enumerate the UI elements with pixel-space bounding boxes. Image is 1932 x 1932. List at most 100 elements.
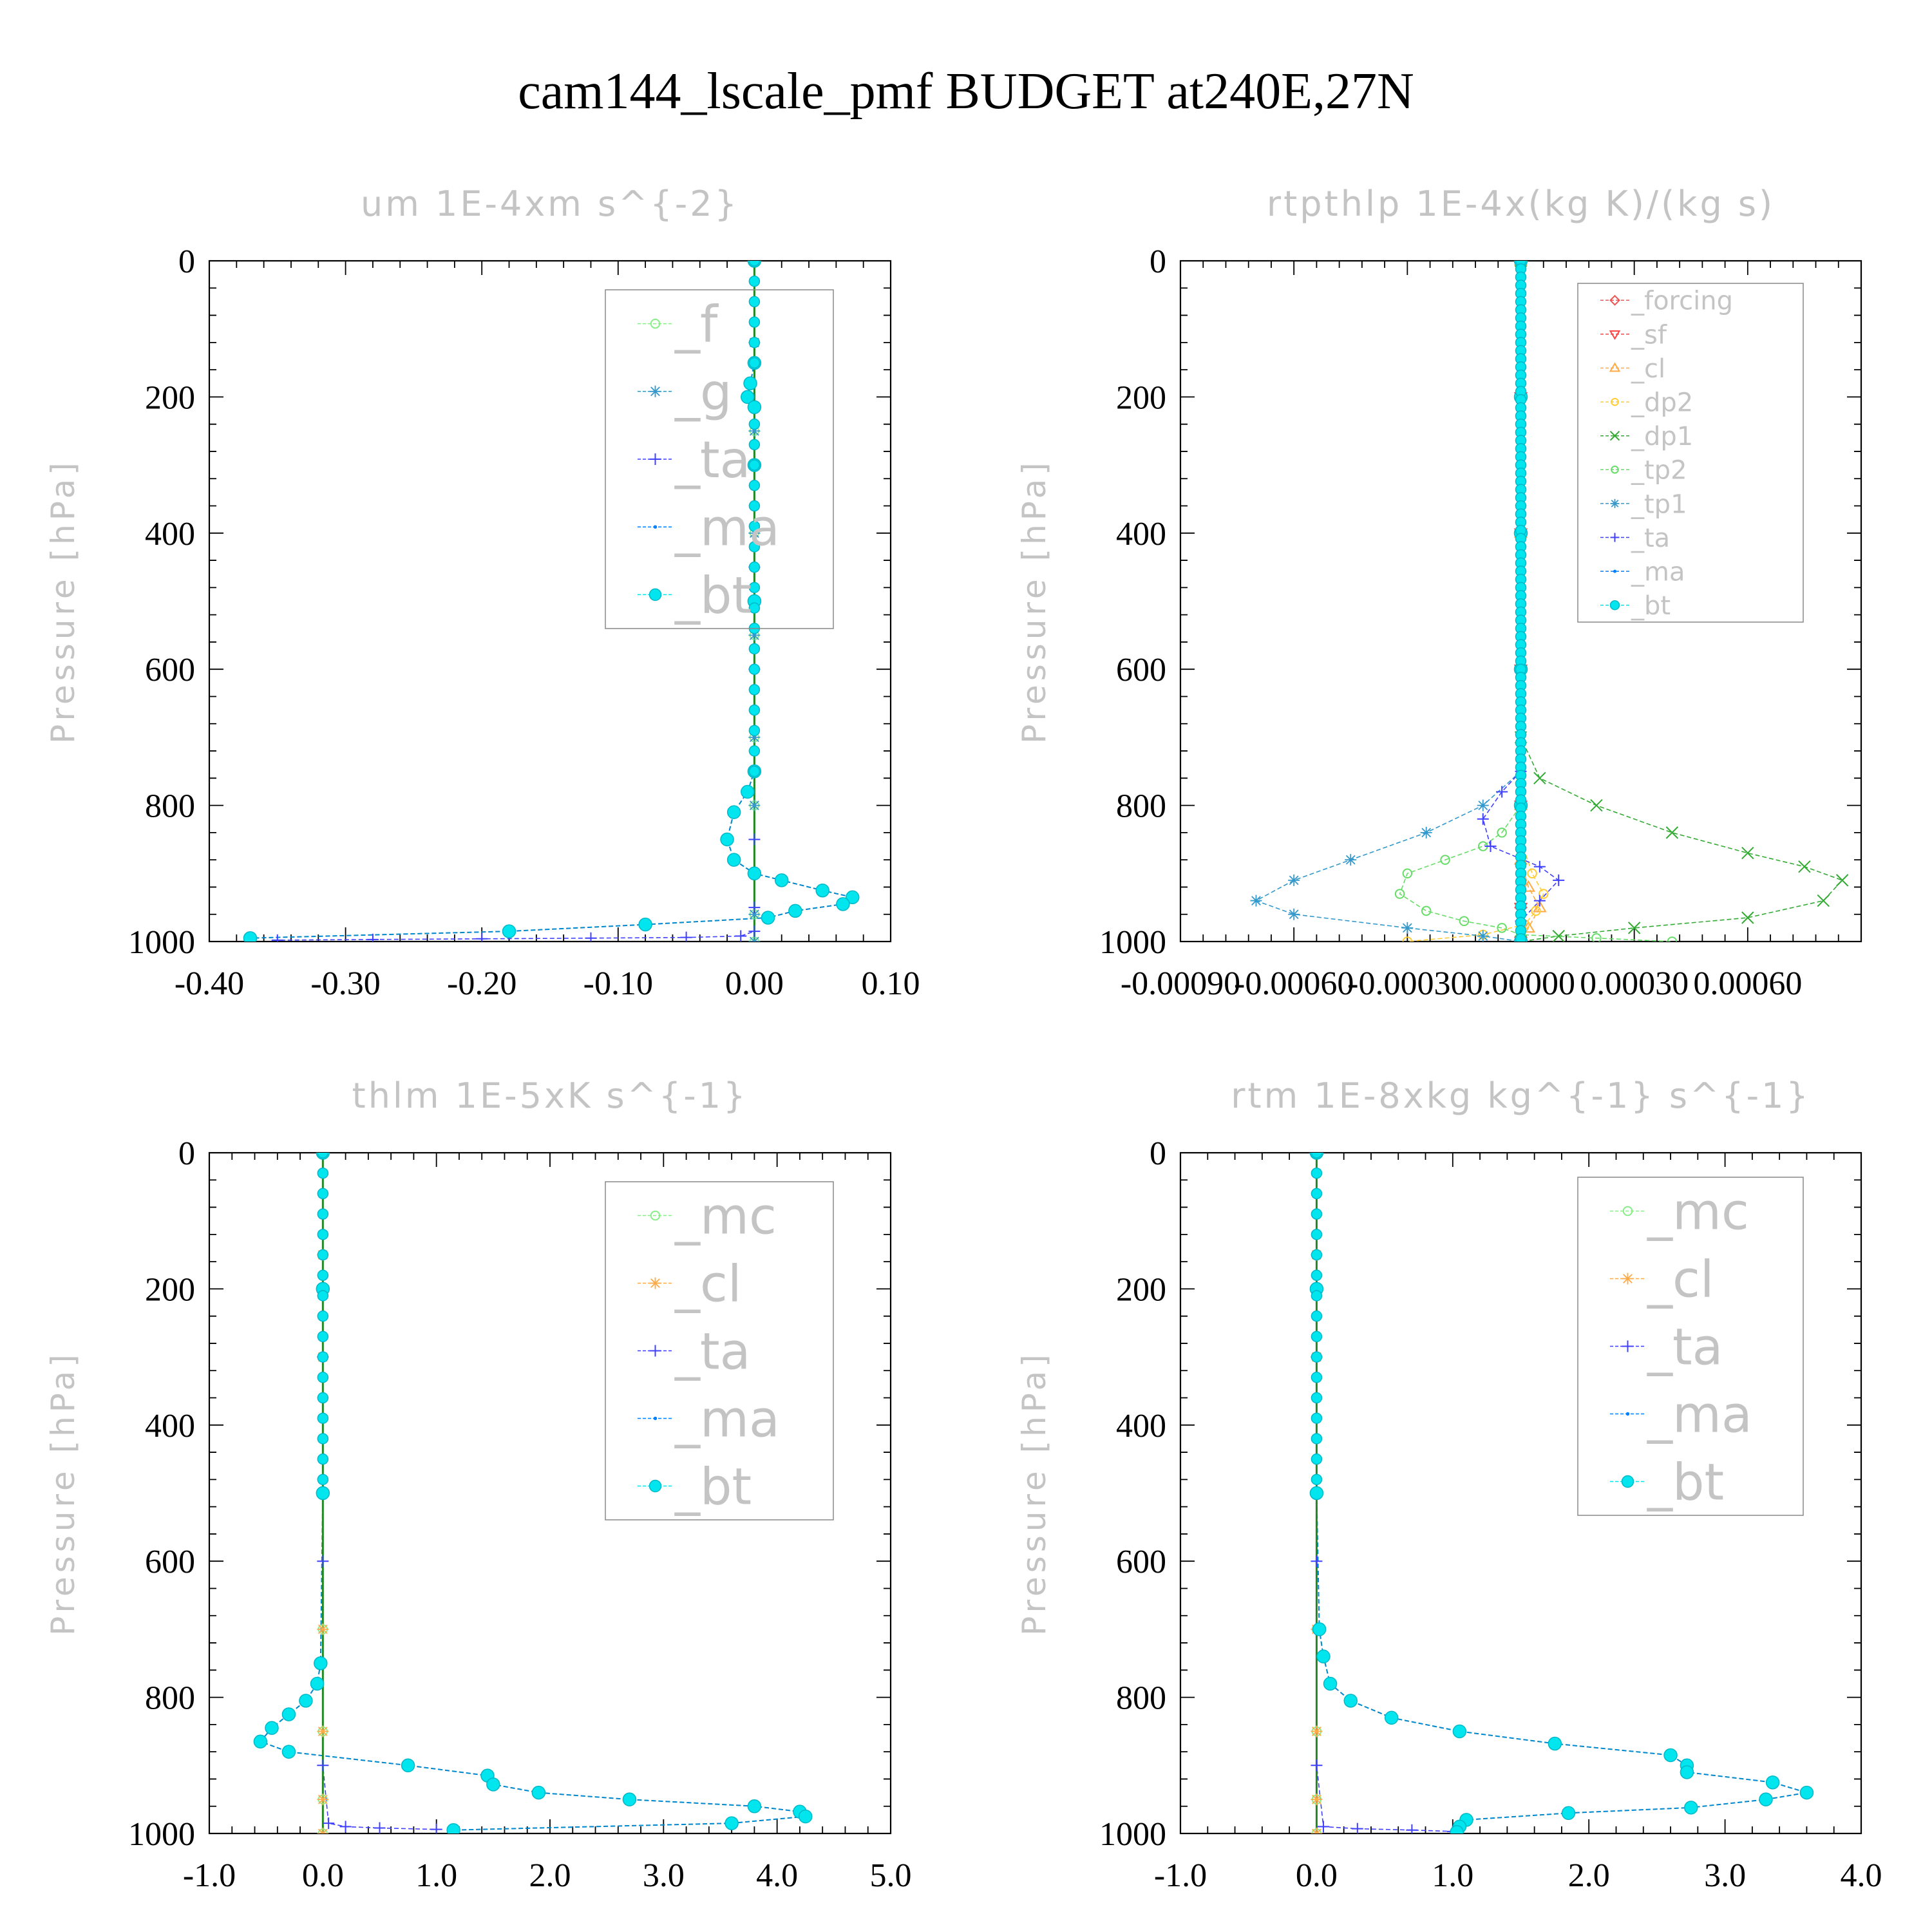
x-tick-label: 0.00 (725, 965, 784, 1002)
data-point-bt (799, 1809, 813, 1824)
x-tick-label: -0.20 (447, 965, 516, 1002)
series-line-ta (1316, 1153, 1453, 1832)
legend-marker-bt (1621, 1475, 1634, 1488)
legend-label: _bt (674, 1459, 752, 1517)
legend-label: _f (674, 296, 719, 354)
data-point-bt (748, 418, 761, 430)
legend-label: _forcing (1631, 287, 1733, 316)
legend-label: _ma (674, 499, 780, 557)
data-point-bt (747, 1799, 762, 1814)
x-tick-label: -1.0 (183, 1857, 236, 1894)
data-point-bt (1384, 1710, 1399, 1725)
y-tick-label: 400 (145, 1408, 195, 1444)
data-point-cl (317, 1623, 329, 1635)
legend-marker-ta (1622, 1340, 1634, 1352)
data-point-bt (317, 1229, 329, 1240)
plot-frame (208, 1151, 892, 1835)
data-point-bt (1311, 1453, 1323, 1465)
y-tick-label: 600 (145, 1544, 195, 1580)
data-point-ta (748, 925, 761, 938)
data-point-bt (748, 337, 761, 348)
y-tick-label: 800 (1116, 788, 1166, 825)
data-point-cl (1311, 1828, 1323, 1833)
x-tick-label: 5.0 (870, 1857, 912, 1894)
data-point-tp1 (1477, 799, 1489, 811)
data-point-bt (748, 766, 761, 777)
legend-box (605, 289, 834, 629)
data-point-bt (486, 1777, 500, 1792)
data-point-ta (1317, 1821, 1329, 1833)
x-tick-label: 2.0 (1568, 1857, 1610, 1894)
series-line-dp2 (1407, 261, 1544, 942)
data-point-bt (531, 1785, 546, 1800)
data-point-bt (317, 1473, 329, 1486)
x-tick-label: -0.00090 (1121, 965, 1240, 1002)
x-tick-label: 2.0 (529, 1857, 571, 1894)
data-point-ta (317, 1555, 329, 1567)
data-point-bt (1311, 1229, 1323, 1240)
data-point-bt (1311, 1290, 1323, 1302)
legend-label: _mc (674, 1188, 777, 1246)
data-point-bt (741, 390, 755, 404)
data-point-tp2 (1394, 889, 1405, 899)
legend-label: _ta (1647, 1319, 1723, 1377)
y-tick-label: 0 (1150, 243, 1166, 280)
plot-area (243, 261, 860, 942)
data-point-bt (1309, 1486, 1324, 1501)
data-point-bt (1311, 1433, 1323, 1444)
data-point-bt (317, 1167, 329, 1179)
legend-label: _ta (674, 1323, 750, 1381)
y-tick-label: 800 (1116, 1680, 1166, 1717)
legend-marker-dp2 (1611, 397, 1619, 406)
data-point-cl (1521, 880, 1535, 892)
data-point-bt (299, 1694, 313, 1708)
data-point-bt (317, 1331, 329, 1343)
legend-marker-cl (1622, 1273, 1634, 1285)
legend-label: _bt (674, 567, 752, 625)
data-point-tp1 (1477, 930, 1489, 942)
data-point-bt (1311, 1473, 1323, 1486)
x-tick-label: 0.00030 (1580, 965, 1689, 1002)
data-point-ta (1311, 1555, 1323, 1567)
y-tick-label: 800 (145, 788, 195, 825)
data-point-bt (726, 853, 741, 867)
data-point-bt (317, 1412, 329, 1424)
data-point-bt (720, 832, 734, 847)
data-point-bt (317, 1153, 329, 1159)
data-point-bt (761, 911, 775, 925)
x-tick-label: 0.0 (1296, 1857, 1338, 1894)
legend-marker-ta (649, 453, 661, 465)
data-point-bt (747, 400, 762, 415)
data-point-bt (748, 296, 761, 308)
data-point-bt (748, 541, 761, 553)
data-point-bt (1311, 1331, 1323, 1343)
data-point-bt (748, 520, 761, 532)
data-point-bt (1799, 1785, 1814, 1800)
data-point-bt (748, 602, 761, 614)
data-point-ta (323, 1817, 335, 1830)
data-point-dp1 (1590, 799, 1603, 812)
data-point-ta (748, 902, 761, 914)
y-tick-label: 0 (178, 243, 195, 280)
x-tick-label: 3.0 (1704, 1857, 1746, 1894)
data-point-bt (1312, 1622, 1327, 1636)
data-point-bt (317, 1188, 329, 1200)
series-line-ma (250, 261, 854, 939)
data-point-bt (748, 316, 761, 328)
legend-label: _g (674, 364, 732, 422)
data-point-g (748, 629, 761, 641)
legend-marker-ta (1610, 533, 1620, 542)
series-line-dp1 (1520, 261, 1844, 942)
data-point-bt (1311, 1392, 1323, 1404)
data-point-bt (1684, 1801, 1698, 1815)
y-tick-label: 200 (145, 379, 195, 416)
legend-label: _cl (1631, 354, 1665, 384)
y-tick-label: 1000 (128, 924, 195, 961)
data-point-bt (1311, 1310, 1323, 1322)
data-point-bt (1311, 1167, 1323, 1179)
panel-3: thlm 1E-5xK s^{-1} Pressure [hPa] 0 200 400 6… (44, 1075, 912, 1894)
data-point-bt (748, 561, 761, 573)
data-point-tp2 (1459, 916, 1470, 927)
data-point-bt (1759, 1792, 1773, 1806)
data-point-bt (638, 917, 652, 932)
